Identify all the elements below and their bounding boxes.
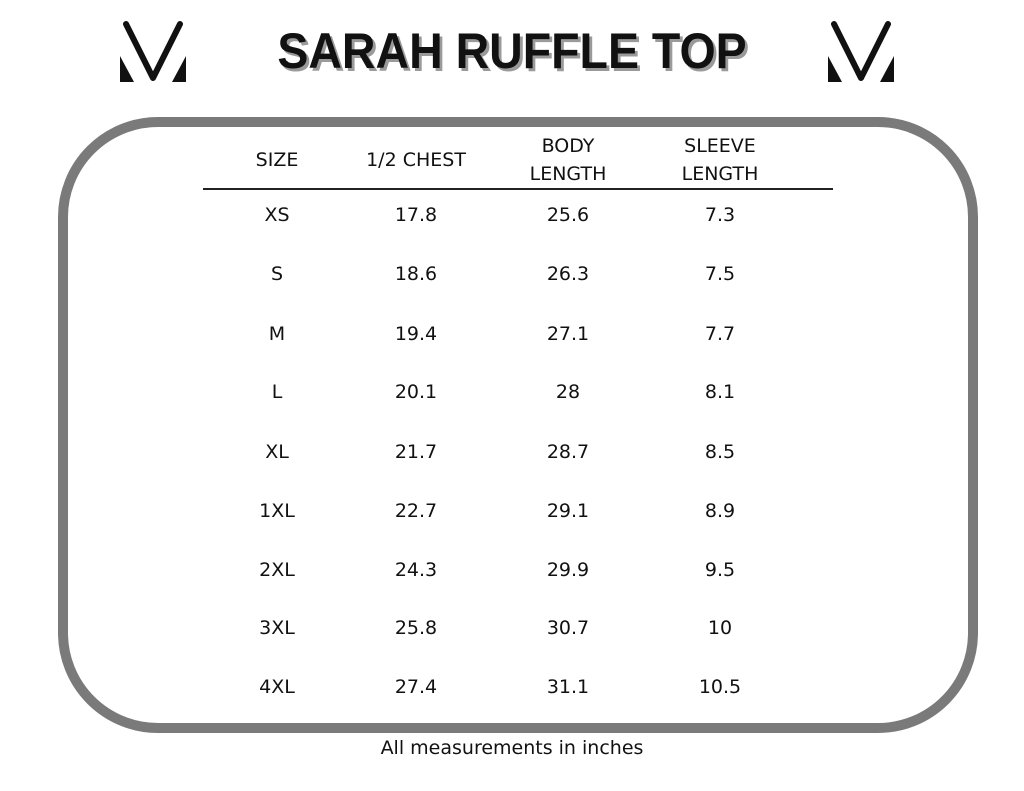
cell-body-length: 25.6 [546,204,590,226]
cell-size: XL [265,441,289,463]
header-divider [203,188,833,190]
size-chart-frame [58,117,978,733]
cell-half-chest: 20.1 [394,381,438,403]
cell-half-chest: 27.4 [394,676,438,698]
cell-sleeve-length: 8.1 [704,381,736,403]
cell-sleeve-length: 8.5 [704,441,736,463]
cell-half-chest: 25.8 [394,617,438,639]
cell-size: 3XL [259,617,295,639]
column-header-line: LENGTH [681,163,759,185]
cell-half-chest: 17.8 [394,204,438,226]
v-monogram-logo-icon [120,21,186,82]
column-header-line: SIZE [255,149,299,171]
cell-body-length: 28 [555,381,581,403]
cell-sleeve-length: 7.5 [704,263,736,285]
cell-body-length: 31.1 [546,676,590,698]
cell-body-length: 26.3 [546,263,590,285]
column-header-half-chest: 1/2 CHEST [366,146,466,174]
column-header-sleeve-length: SLEEVE LENGTH [682,132,759,188]
cell-half-chest: 19.4 [394,323,438,345]
column-header-line: 1/2 CHEST [366,149,466,171]
cell-size: XS [264,204,290,226]
cell-half-chest: 18.6 [394,263,438,285]
column-header-body-length: BODY LENGTH [530,132,607,188]
cell-sleeve-length: 8.9 [704,500,736,522]
page-title: SARAH RUFFLE TOP [277,23,747,79]
cell-size: 2XL [259,559,295,581]
cell-sleeve-length: 10 [707,617,733,639]
cell-body-length: 28.7 [546,441,590,463]
cell-half-chest: 22.7 [394,500,438,522]
cell-size: 1XL [259,500,295,522]
cell-sleeve-length: 9.5 [704,559,736,581]
cell-size: M [268,323,286,345]
cell-sleeve-length: 7.7 [704,323,736,345]
cell-body-length: 30.7 [546,617,590,639]
cell-half-chest: 21.7 [394,441,438,463]
v-monogram-logo-icon [828,21,894,82]
column-header-line: LENGTH [529,163,607,185]
cell-half-chest: 24.3 [394,559,438,581]
cell-sleeve-length: 10.5 [698,676,742,698]
cell-size: 4XL [259,676,295,698]
cell-body-length: 27.1 [546,323,590,345]
footer-note: All measurements in inches [380,737,644,759]
cell-body-length: 29.1 [546,500,590,522]
cell-sleeve-length: 7.3 [704,204,736,226]
cell-body-length: 29.9 [546,559,590,581]
cell-size: S [270,263,284,285]
column-header-size: SIZE [256,146,299,174]
column-header-line: SLEEVE [684,135,756,157]
column-header-line: BODY [541,135,595,157]
cell-size: L [271,381,283,403]
